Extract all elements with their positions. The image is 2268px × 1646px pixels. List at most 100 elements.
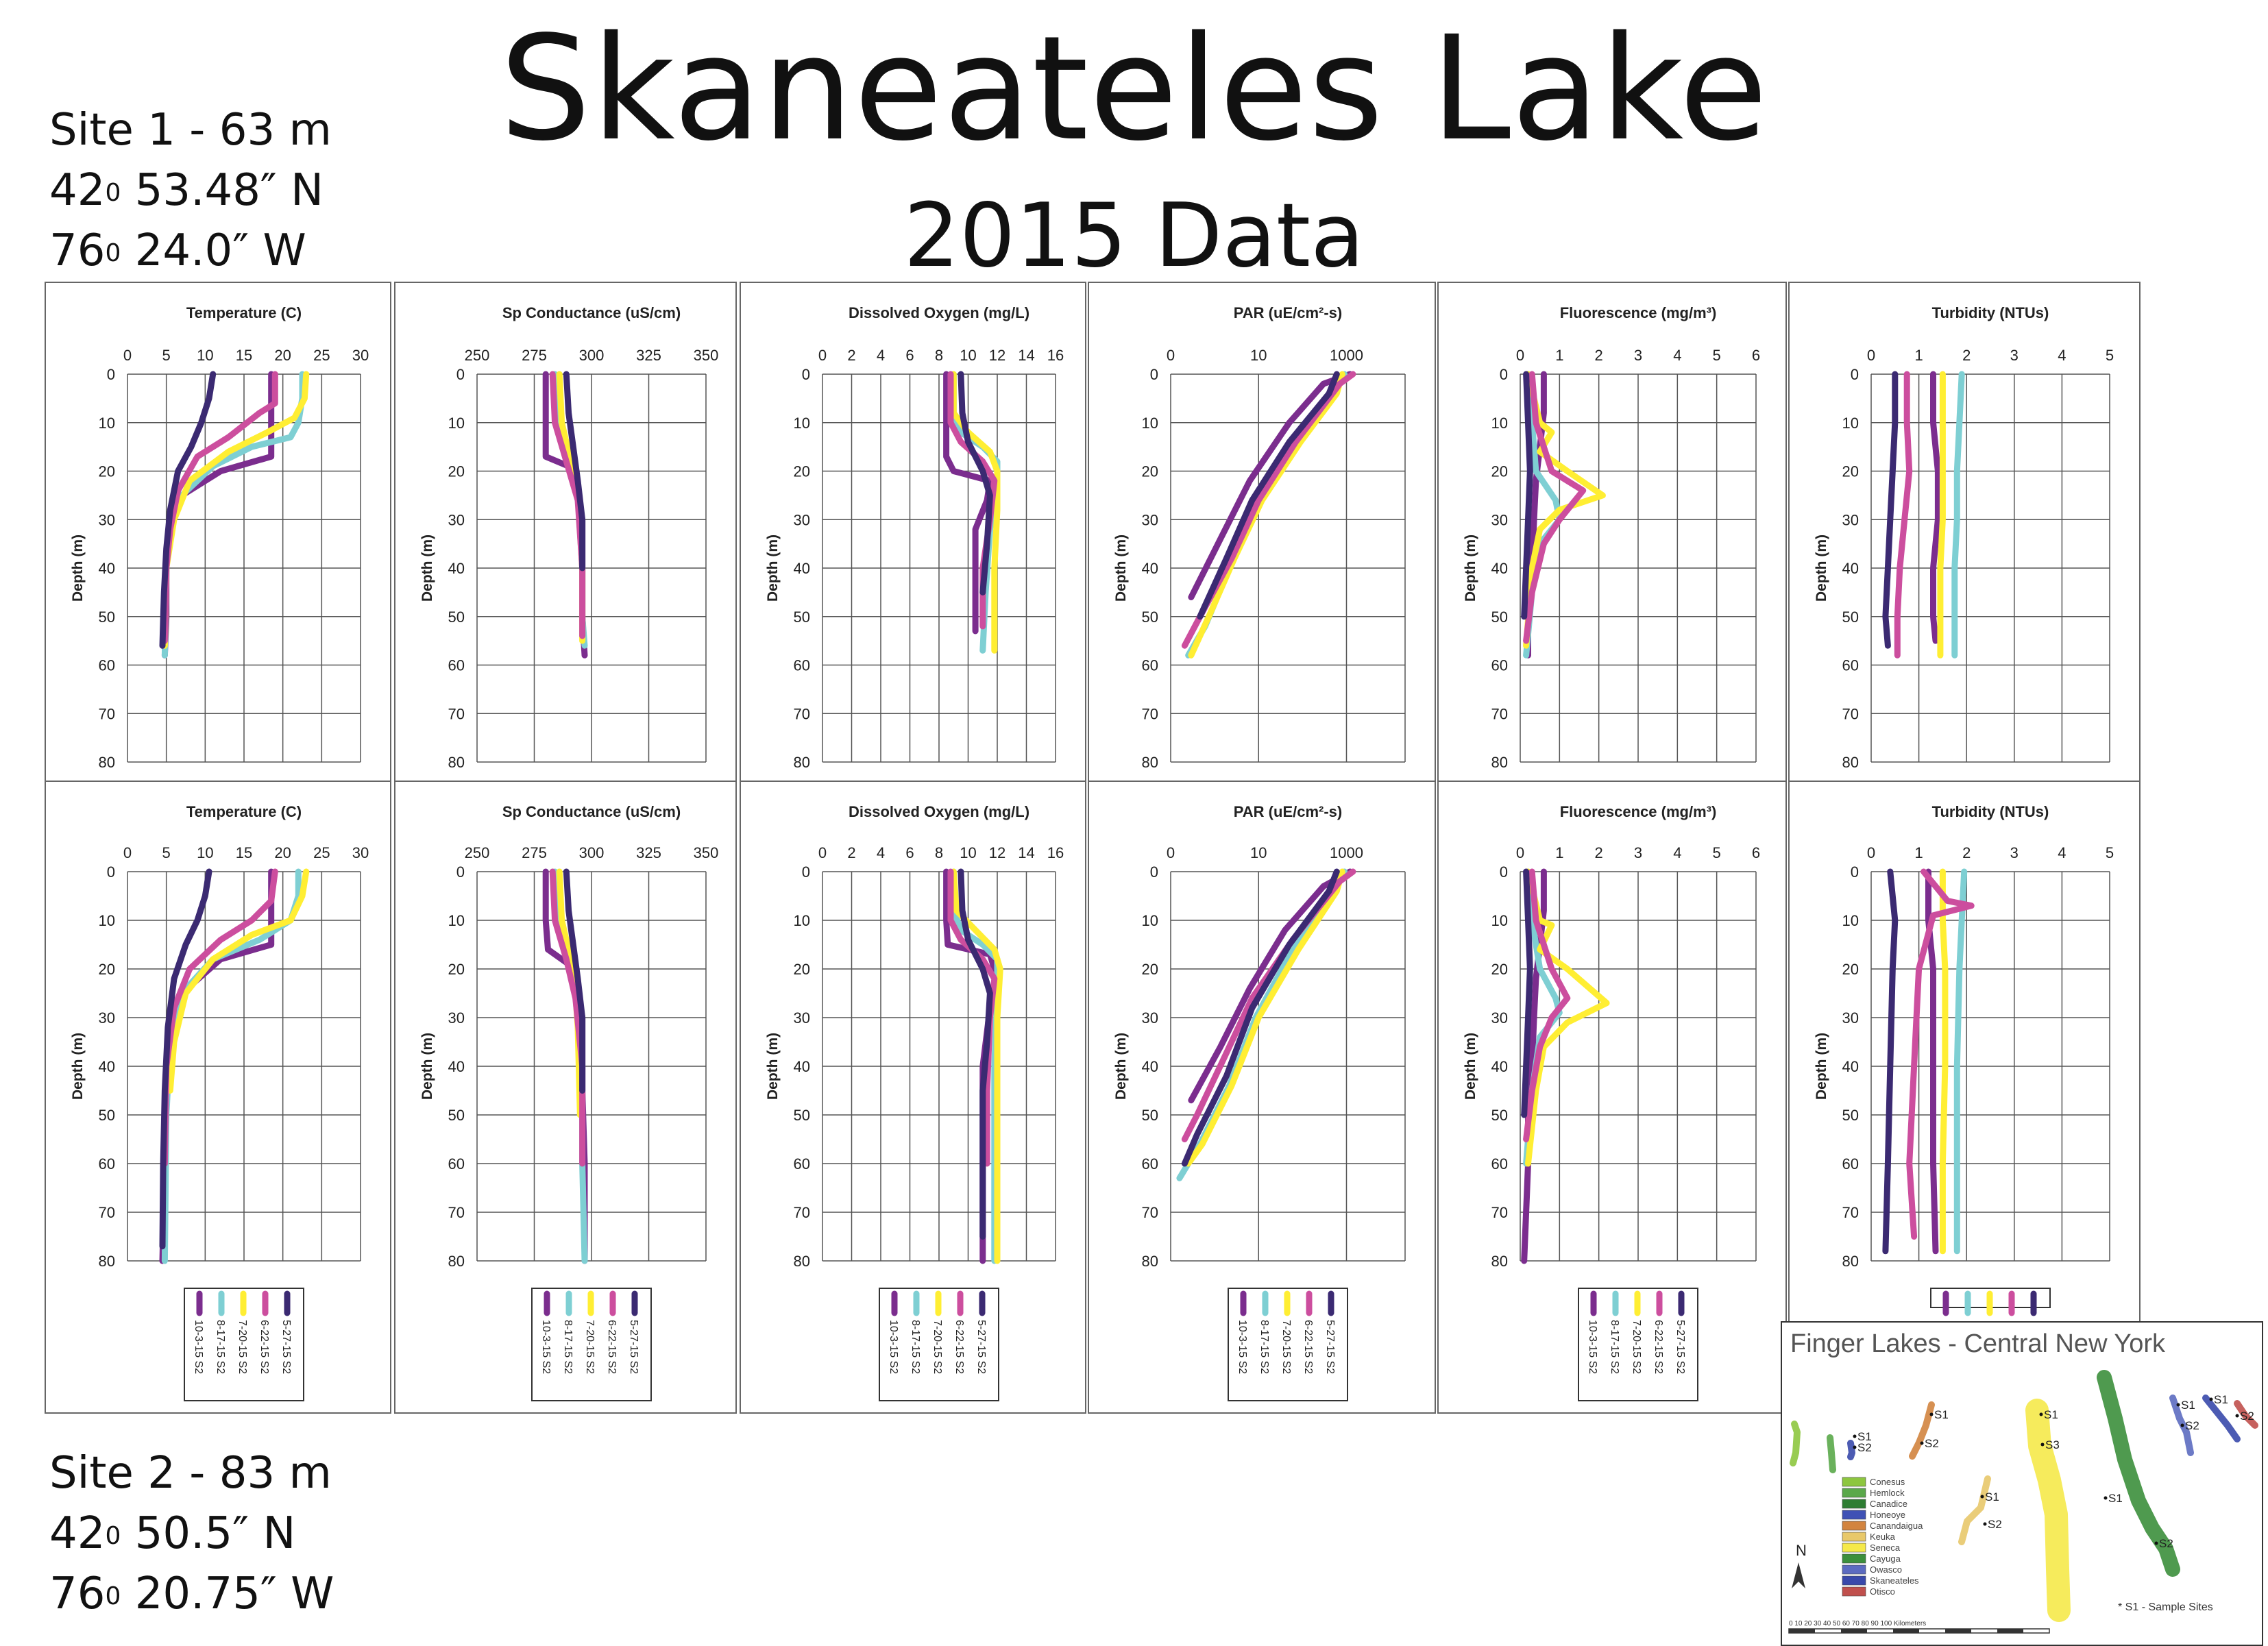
chart-frame <box>394 282 737 782</box>
x-tick-label: 1 <box>1555 844 1563 861</box>
scale-label: 0 10 20 30 40 50 60 70 80 90 100 Kilomet… <box>1789 1620 1926 1627</box>
y-tick-label: 50 <box>99 1107 115 1124</box>
x-tick-label: 350 <box>694 347 719 364</box>
y-tick-label: 0 <box>456 366 465 383</box>
scale-bar-segment <box>1789 1629 1815 1633</box>
y-tick-label: 70 <box>1142 1204 1158 1221</box>
x-tick-label: 20 <box>274 844 291 861</box>
map-legend-swatch <box>1842 1575 1866 1586</box>
series-line-5 <box>1521 371 1533 620</box>
x-tick-label: 2 <box>1595 844 1603 861</box>
site-marker <box>1983 1522 1987 1526</box>
y-tick-label: 20 <box>448 961 465 978</box>
y-axis-label: Depth (m) <box>765 535 781 602</box>
x-tick-label: 1 <box>1555 347 1563 364</box>
y-tick-label: 50 <box>448 1107 465 1124</box>
y-tick-label: 0 <box>456 863 465 881</box>
legend-label: 6-22-15 S2 <box>258 1320 270 1374</box>
legend-label: 5-27-15 S2 <box>1674 1320 1686 1374</box>
y-tick-label: 10 <box>99 415 115 432</box>
chart-title: Turbidity (NTUs) <box>1932 803 2049 820</box>
y-tick-label: 30 <box>1491 1009 1508 1027</box>
x-tick-label: 10 <box>1250 347 1267 364</box>
y-tick-label: 0 <box>1150 863 1158 881</box>
series-line-3 <box>950 371 1001 654</box>
y-tick-label: 70 <box>794 1204 810 1221</box>
x-tick-label: 4 <box>2058 844 2066 861</box>
y-tick-label: 30 <box>1842 511 1859 528</box>
lake-shape <box>2202 1395 2241 1442</box>
chart-legend: 10-3-15 S2 8-17-15 S2 7-20-15 S2 6-22-15 S2… <box>531 1288 652 1401</box>
y-tick-label: 10 <box>1491 415 1508 432</box>
lake-shape <box>2234 1400 2258 1429</box>
y-tick-label: 80 <box>1842 754 1859 771</box>
series-line-5 <box>1521 868 1533 1118</box>
x-tick-label: 5 <box>1713 844 1721 861</box>
y-tick-label: 30 <box>794 1009 810 1027</box>
site-label: S1 <box>1934 1408 1949 1421</box>
y-tick-label: 40 <box>794 1058 810 1075</box>
legend-label: 6-22-15 S2 <box>953 1320 965 1374</box>
x-tick-label: 4 <box>877 347 885 364</box>
y-axis-label: Depth (m) <box>70 535 86 602</box>
site-label: S1 <box>2108 1492 2123 1505</box>
x-tick-label: 12 <box>989 844 1005 861</box>
y-tick-label: 10 <box>1142 415 1158 432</box>
y-tick-label: 40 <box>448 1058 465 1075</box>
site-marker <box>2039 1412 2043 1416</box>
y-tick-label: 60 <box>1842 657 1859 674</box>
y-tick-label: 20 <box>1842 463 1859 480</box>
y-tick-label: 20 <box>99 961 115 978</box>
legend-label: 5-27-15 S2 <box>1324 1320 1336 1374</box>
x-tick-label: 14 <box>1018 844 1034 861</box>
y-tick-label: 70 <box>99 1204 115 1221</box>
map-drawing: S1S2S1S2S1S3S1S2S1S2S1S2S1S2ConesusHemlo… <box>1788 1370 2258 1634</box>
scale-bar-segment <box>1997 1629 2023 1633</box>
x-tick-label: 30 <box>352 347 369 364</box>
series-line-4 <box>947 868 998 1167</box>
map-legend-swatch <box>1842 1543 1866 1553</box>
x-tick-label: 4 <box>1673 844 1681 861</box>
chart-frame <box>45 282 391 782</box>
legend-label: 7-20-15 S2 <box>931 1320 943 1374</box>
y-tick-label: 60 <box>794 657 810 674</box>
site-marker <box>1980 1495 1984 1499</box>
x-tick-label: 6 <box>905 844 914 861</box>
x-tick-label: 6 <box>1752 844 1760 861</box>
x-tick-label: 350 <box>694 844 719 861</box>
site-marker <box>2235 1414 2239 1418</box>
x-tick-label: 0 <box>1516 347 1524 364</box>
x-tick-label: 0 <box>818 844 827 861</box>
x-tick-label: 8 <box>935 347 943 364</box>
x-tick-label: 16 <box>1047 844 1064 861</box>
y-tick-label: 0 <box>107 366 115 383</box>
series-line-5 <box>1882 868 1899 1255</box>
series-line-2 <box>1953 868 1968 1255</box>
y-tick-label: 80 <box>99 754 115 771</box>
chart-panel-9: Dissolved Oxygen (mg/L) Depth (m) 0 2 4 6 8 10 1… <box>740 781 1086 1414</box>
site-label: S3 <box>2045 1438 2060 1451</box>
x-tick-label: 3 <box>2010 347 2019 364</box>
y-tick-label: 80 <box>1491 1253 1508 1270</box>
map-title: Finger Lakes - Central New York <box>1790 1329 2166 1358</box>
x-tick-label: 25 <box>313 844 330 861</box>
y-tick-label: 30 <box>448 1009 465 1027</box>
x-tick-label: 325 <box>636 844 661 861</box>
x-tick-label: 1 <box>1914 347 1923 364</box>
site1-info: Site 1 - 63 m 420 53.48″ N 760 24.0″ W <box>49 100 332 281</box>
y-tick-label: 60 <box>1142 657 1158 674</box>
site1-longitude: 760 24.0″ W <box>49 225 306 276</box>
x-tick-label: 10 <box>197 347 213 364</box>
y-tick-label: 60 <box>794 1155 810 1172</box>
chart-frame <box>1437 282 1787 782</box>
lake-shape <box>1827 1434 1836 1473</box>
y-tick-label: 30 <box>99 511 115 528</box>
y-axis-label: Depth (m) <box>765 1033 781 1100</box>
x-tick-label: 10 <box>1250 844 1267 861</box>
chart-legend <box>1930 1288 2051 1316</box>
x-tick-label: 20 <box>274 347 291 364</box>
site-marker <box>2104 1496 2108 1500</box>
y-tick-label: 0 <box>1150 366 1158 383</box>
chart-title: Temperature (C) <box>186 304 302 321</box>
map-legend-label: Owasco <box>1870 1564 1902 1575</box>
